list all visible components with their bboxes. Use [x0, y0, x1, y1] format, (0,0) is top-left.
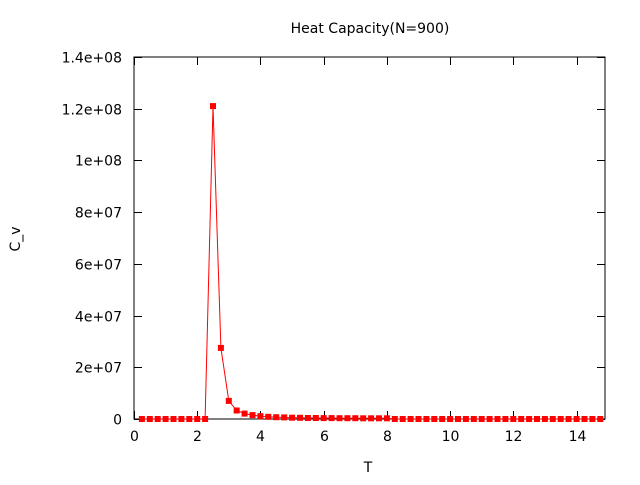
data-point [336, 415, 343, 422]
x-axis-label: T [363, 460, 373, 476]
data-point [573, 416, 580, 422]
data-point [304, 415, 311, 421]
y-tick-label: 4e+07 [75, 310, 122, 326]
y-tick-label: 1e+08 [75, 154, 122, 170]
data-point [138, 416, 145, 422]
data-point [344, 415, 351, 422]
data-point [312, 415, 319, 421]
data-point [478, 416, 485, 422]
data-point [415, 416, 422, 422]
x-tick-label: 2 [193, 429, 202, 445]
data-point [541, 416, 548, 422]
data-point [210, 103, 216, 110]
data-point [462, 416, 469, 422]
data-point [486, 416, 493, 422]
data-point [257, 413, 264, 420]
data-point [470, 416, 477, 422]
data-point [281, 414, 288, 421]
data-point [297, 414, 303, 421]
x-tick-label: 8 [383, 429, 392, 445]
data-point [194, 416, 201, 422]
data-point [273, 414, 280, 421]
x-tick-label: 10 [442, 429, 460, 445]
data-point [447, 416, 454, 422]
x-tick-label: 6 [320, 429, 329, 445]
data-point [423, 416, 430, 422]
data-point [455, 416, 461, 422]
data-point [360, 415, 367, 422]
data-point [534, 416, 540, 422]
data-point [439, 416, 446, 422]
data-point [186, 416, 193, 422]
data-point [399, 416, 406, 422]
data-point [407, 416, 414, 422]
x-tick-label: 4 [256, 429, 265, 445]
data-point [170, 416, 177, 422]
data-point [265, 413, 272, 420]
data-point [249, 412, 256, 419]
data-point [233, 407, 240, 414]
y-tick-label: 0 [113, 413, 122, 429]
data-point [526, 416, 533, 422]
data-point [431, 416, 438, 422]
y-tick-label: 1.2e+08 [62, 103, 122, 119]
data-point [352, 415, 359, 422]
data-point [162, 416, 169, 422]
data-point [178, 416, 185, 422]
series-line [141, 106, 601, 420]
y-axis-label: C_v [8, 226, 24, 251]
data-point [320, 415, 327, 422]
data-point [549, 416, 556, 422]
data-point [565, 416, 572, 422]
y-tick-label: 6e+07 [75, 258, 122, 274]
data-point [146, 416, 153, 422]
data-point [241, 410, 248, 417]
data-point [383, 415, 390, 422]
data-point [494, 416, 501, 422]
data-point [368, 415, 375, 422]
y-tick-label: 8e+07 [75, 206, 122, 222]
data-point [217, 344, 224, 351]
data-point [154, 416, 161, 422]
plot-frame [133, 56, 606, 420]
data-point [202, 416, 209, 422]
data-point [225, 397, 232, 404]
data-point [589, 416, 596, 422]
x-tick-label: 14 [569, 429, 587, 445]
y-tick-label: 2e+07 [75, 361, 122, 377]
data-point [391, 416, 398, 422]
data-point [510, 416, 517, 422]
data-point [502, 416, 509, 422]
data-point [328, 415, 335, 422]
x-tick-label: 0 [130, 429, 139, 445]
data-point [597, 416, 604, 422]
chart-title: Heat Capacity(N=900) [291, 21, 450, 37]
data-point [289, 414, 296, 421]
data-point [518, 416, 525, 422]
data-point [557, 416, 564, 422]
plot-area: 0 2 4 6 8 10 12 14 0 2e+07 4e+07 6e+07 8e+07 1e+08 1.2… [62, 51, 606, 445]
data-point [581, 416, 588, 422]
y-tick-label: 1.4e+08 [62, 51, 122, 67]
data-point [376, 415, 382, 422]
x-tick-label: 12 [505, 429, 523, 445]
